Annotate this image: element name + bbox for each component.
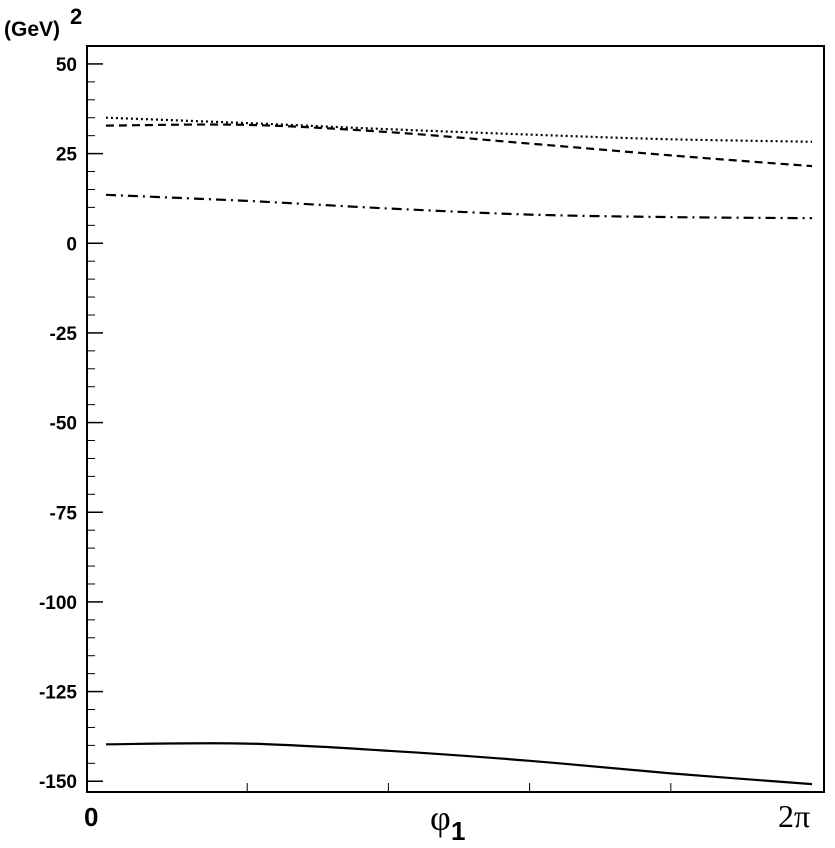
y-tick-label: -50 xyxy=(50,414,77,435)
series-line-dash-dot xyxy=(105,193,813,220)
y-tick-label: -125 xyxy=(39,683,77,704)
y-tick-label: 50 xyxy=(56,55,77,76)
y-axis-unit-power: 2 xyxy=(70,4,82,29)
y-axis-tick-labels: 50 25 0 -25 -50 -75 -100 -125 -150 xyxy=(39,55,77,793)
y-tick-label: -150 xyxy=(39,772,77,793)
plot-frame xyxy=(86,45,825,793)
y-tick-label: -100 xyxy=(39,593,77,614)
x-axis-label: φ xyxy=(430,798,451,838)
x-axis-label-subscript: 1 xyxy=(451,816,465,846)
series-line-dotted xyxy=(105,116,813,143)
x-tick-label-start: 0 xyxy=(84,802,98,832)
y-tick-label: -25 xyxy=(50,324,78,345)
y-tick-label: 25 xyxy=(56,145,78,166)
y-axis-unit-label: (GeV) xyxy=(4,18,60,41)
y-axis-ticks xyxy=(87,63,103,782)
series-line-dashed xyxy=(105,123,813,168)
y-tick-label: 0 xyxy=(66,234,77,255)
y-tick-label: -75 xyxy=(50,503,78,524)
series-lines xyxy=(105,116,813,786)
x-axis-ticks xyxy=(246,783,672,792)
series-line-solid xyxy=(105,742,813,786)
x-tick-label-end: 2π xyxy=(778,798,810,834)
